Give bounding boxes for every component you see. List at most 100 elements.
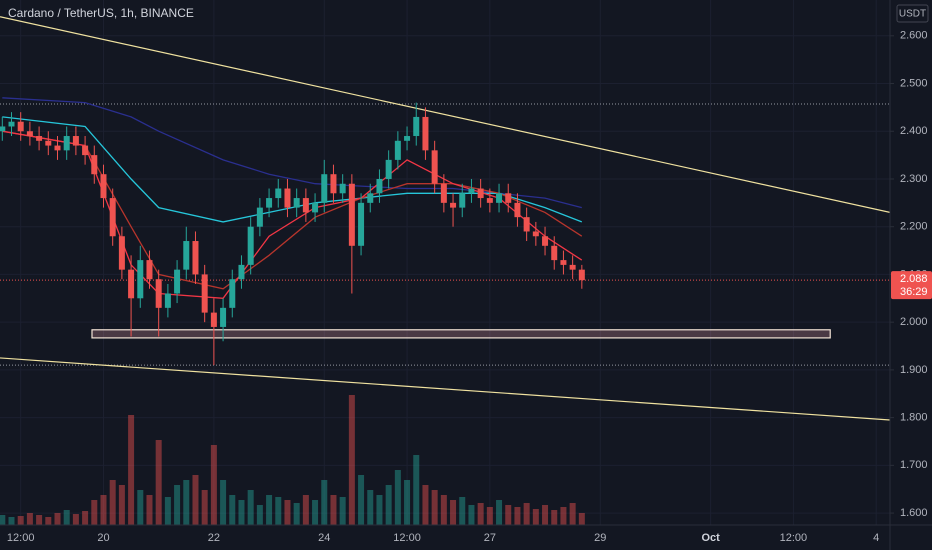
candle-body: [220, 307, 227, 327]
chart-title: Cardano / TetherUS, 1h, BINANCE: [8, 6, 194, 20]
volume-bar: [302, 495, 309, 525]
candle-body: [229, 279, 236, 308]
candle-body: [477, 188, 484, 199]
volume-bar: [220, 480, 227, 525]
candle-body: [36, 136, 43, 141]
x-tick-label: 22: [208, 532, 220, 544]
currency-label[interactable]: USDT: [899, 9, 926, 20]
grid: [0, 0, 890, 525]
volume-bar: [128, 415, 135, 525]
candle-body: [238, 264, 245, 280]
volume-bar: [532, 509, 539, 525]
volume-bar: [422, 485, 429, 525]
candle-body: [26, 131, 33, 137]
drawings: [0, 16, 891, 421]
current-price-box: [891, 271, 932, 300]
volume-bar: [413, 455, 420, 525]
trendline: [0, 16, 891, 213]
candle-body: [72, 136, 79, 146]
volume-bar: [72, 514, 79, 525]
candle-body: [413, 116, 420, 137]
volume-bar: [542, 505, 549, 525]
candle-body: [496, 193, 503, 203]
volume-bar: [26, 513, 33, 525]
candle-body: [266, 198, 273, 208]
candle-body: [440, 183, 447, 203]
candle-body: [468, 188, 475, 194]
y-tick-label: 2.500: [900, 77, 928, 89]
volume-bar: [8, 517, 15, 525]
y-tick-label: 2.000: [900, 316, 928, 328]
volume-bar: [486, 507, 493, 525]
volume-bar: [514, 507, 521, 525]
volume-bar: [238, 500, 245, 525]
candle-body: [192, 241, 199, 275]
volume-bar: [17, 516, 24, 525]
candle-body: [486, 198, 493, 203]
volume-bar: [91, 500, 98, 525]
volume-bar: [560, 507, 567, 525]
candle-body: [321, 174, 328, 203]
candle-body: [523, 217, 530, 232]
volume-bar: [477, 503, 484, 525]
candle-body: [376, 178, 383, 194]
x-tick-label: Oct: [701, 532, 720, 544]
candle-body: [514, 202, 521, 218]
volume-bar: [321, 480, 328, 525]
y-tick-label: 1.800: [900, 412, 928, 424]
support-zone: [91, 329, 831, 339]
candle-body: [146, 260, 153, 280]
volume-bar: [210, 445, 217, 525]
candle-body: [385, 159, 392, 179]
candle-body: [284, 188, 291, 208]
x-tick-label: 12:00: [7, 532, 35, 544]
candle-body: [0, 126, 6, 132]
volume-bar: [146, 495, 153, 525]
volume-bar: [505, 505, 512, 525]
candle-body: [422, 116, 429, 151]
volume-bar: [394, 470, 401, 525]
candle-body: [137, 260, 144, 299]
y-tick-label: 2.300: [900, 173, 928, 185]
candle-body: [505, 193, 512, 203]
x-tick-label: 27: [484, 532, 496, 544]
y-tick-label: 2.400: [900, 125, 928, 137]
x-tick-label: 12:00: [393, 532, 421, 544]
volume-bar: [109, 480, 116, 525]
candle-body: [82, 145, 89, 156]
volume-bar: [82, 511, 89, 525]
candle-body: [459, 193, 466, 208]
candle-body: [91, 155, 98, 175]
volume: [0, 395, 585, 525]
volume-bar: [201, 490, 208, 525]
candle-body: [155, 279, 162, 308]
candle-body: [8, 121, 15, 127]
volume-bar: [183, 480, 190, 525]
candle-body: [183, 241, 190, 270]
currency-box[interactable]: [896, 4, 929, 23]
candle-body: [450, 202, 457, 208]
volume-bar: [192, 475, 199, 525]
volume-bar: [385, 485, 392, 525]
candle-body: [247, 226, 254, 265]
volume-bar: [137, 490, 144, 525]
candle-body: [164, 293, 171, 308]
candle-body: [54, 145, 61, 151]
x-tick-label: 12:00: [780, 532, 808, 544]
volume-bar: [164, 497, 171, 525]
volume-bar: [450, 500, 457, 525]
volume-bar: [247, 490, 254, 525]
candle-body: [63, 136, 70, 151]
candle-body: [542, 236, 549, 246]
volume-bar: [256, 505, 263, 525]
axes: 2.6002.5002.4002.3002.2002.1002.0001.900…: [7, 30, 932, 544]
candle-body: [109, 198, 116, 237]
x-tick-label: 4: [873, 532, 879, 544]
volume-bar: [440, 495, 447, 525]
countdown-label: 36:29: [900, 286, 928, 298]
candle-body: [275, 188, 282, 199]
volume-bar: [404, 480, 411, 525]
